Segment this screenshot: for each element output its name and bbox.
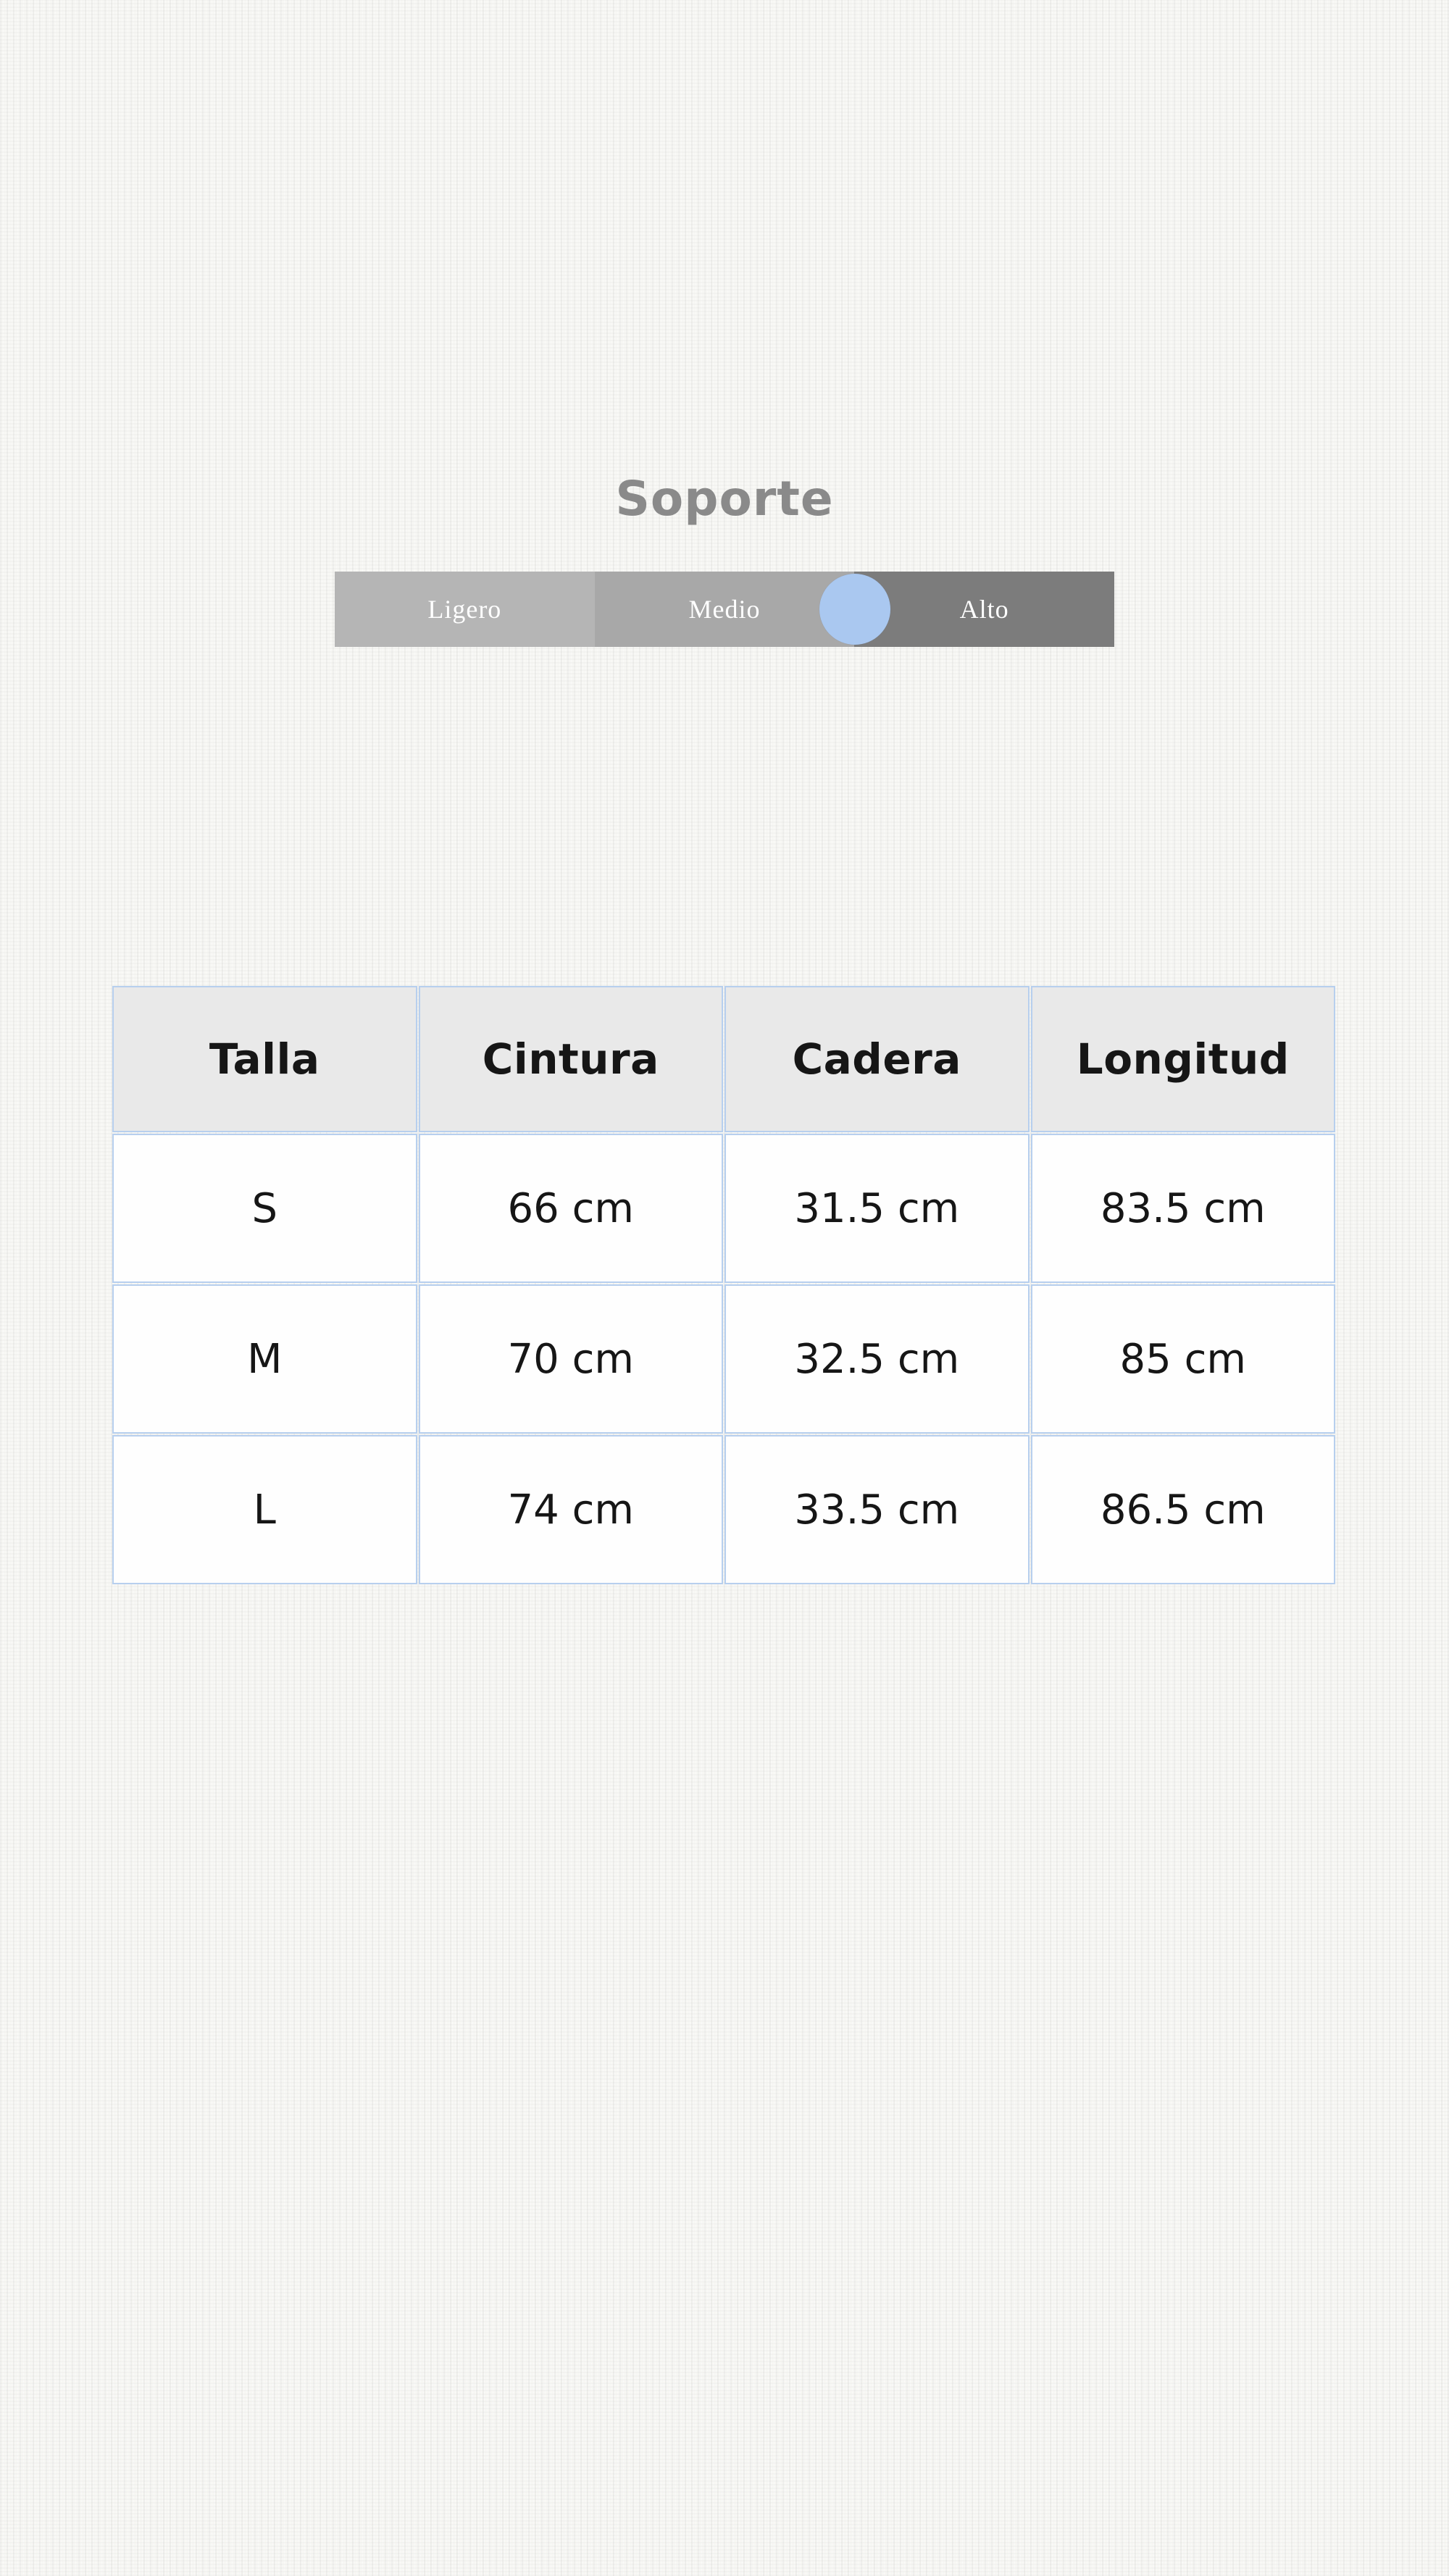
cell-cadera: 33.5 cm [724, 1435, 1030, 1584]
cell-longitud: 86.5 cm [1030, 1435, 1335, 1584]
table-header-row: Talla Cintura Cadera Longitud [112, 986, 1335, 1132]
cell-cintura: 70 cm [418, 1284, 723, 1434]
size-table: Talla Cintura Cadera Longitud S 66 cm 31… [111, 984, 1337, 1586]
cell-talla: S [112, 1134, 417, 1283]
column-header-cadera: Cadera [724, 986, 1030, 1132]
slider-option-label: Ligero [427, 595, 502, 624]
table-row: M 70 cm 32.5 cm 85 cm [112, 1284, 1335, 1434]
column-header-cintura: Cintura [418, 986, 723, 1132]
cell-longitud: 83.5 cm [1030, 1134, 1335, 1283]
column-header-longitud: Longitud [1030, 986, 1335, 1132]
table-row: S 66 cm 31.5 cm 83.5 cm [112, 1134, 1335, 1283]
support-level-slider[interactable]: Ligero Medio Alto [335, 572, 1115, 647]
slider-option-ligero[interactable]: Ligero [335, 572, 595, 647]
cell-cadera: 31.5 cm [724, 1134, 1030, 1283]
cell-cintura: 66 cm [418, 1134, 723, 1283]
cell-cintura: 74 cm [418, 1435, 723, 1584]
slider-option-label: Medio [688, 595, 761, 624]
column-header-talla: Talla [112, 986, 417, 1132]
slider-option-label: Alto [959, 595, 1009, 624]
cell-talla: L [112, 1435, 417, 1584]
slider-option-medio[interactable]: Medio [594, 572, 855, 647]
slider-knob[interactable] [819, 574, 890, 645]
cell-longitud: 85 cm [1030, 1284, 1335, 1434]
cell-cadera: 32.5 cm [724, 1284, 1030, 1434]
table-row: L 74 cm 33.5 cm 86.5 cm [112, 1435, 1335, 1584]
page-title: Soporte [615, 471, 834, 527]
slider-option-alto[interactable]: Alto [854, 572, 1115, 647]
cell-talla: M [112, 1284, 417, 1434]
